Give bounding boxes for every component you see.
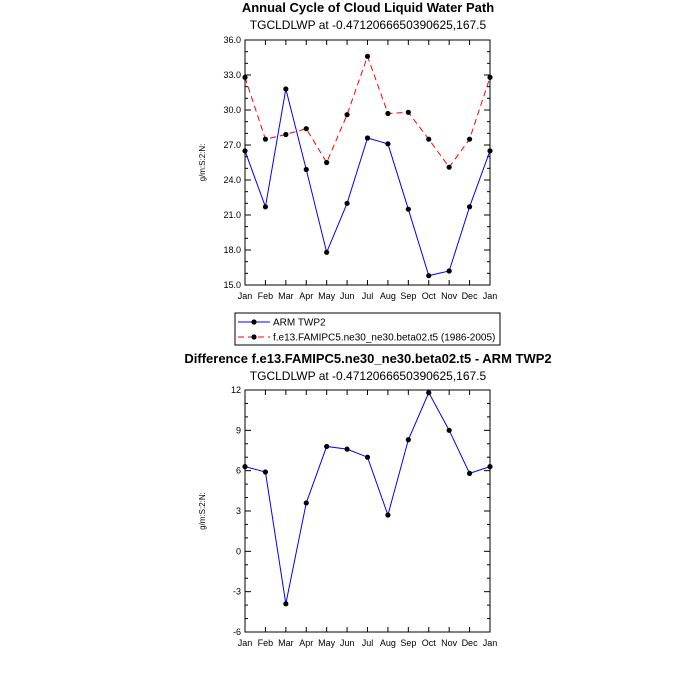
chart2-series-1-point [385, 512, 391, 518]
chart1-series-1-point [283, 86, 289, 92]
legend-swatch-marker [251, 319, 257, 325]
chart1-series-1-point [487, 148, 493, 154]
chart1-series-2-point [324, 159, 330, 166]
chart1-x-tick-label: Jun [340, 291, 355, 301]
chart1-x-tick-label: Jan [238, 291, 253, 301]
chart2-subtitle: TGCLDLWP at -0.4712066650390625,167.5 [249, 369, 487, 383]
chart1-x-tick-label: Feb [258, 291, 274, 301]
legend-entry-label: f.e13.FAMIPC5.ne30_ne30.beta02.t5 (1986-… [273, 333, 495, 344]
chart1-y-tick-label: 36.0 [223, 35, 241, 45]
chart1-series-2-point [466, 136, 473, 142]
legend-box [234, 312, 501, 346]
chart2-series-1-point [344, 446, 350, 452]
legend-swatch-marker [251, 334, 257, 340]
chart2-x-tick-label: Feb [258, 638, 274, 648]
chart1-plot-frame [244, 39, 491, 286]
chart1-y-tick-label: 18.0 [223, 245, 241, 255]
chart1-x-tick-label: Dec [462, 291, 479, 301]
chart1-y-tick-label: 15.0 [223, 280, 241, 290]
chart1-y-tick-label: 24.0 [223, 175, 241, 185]
chart1-title: Annual Cycle of Cloud Liquid Water Path [241, 0, 495, 15]
chart1-series-2-point [446, 164, 452, 170]
chart2-series-1-point [283, 601, 289, 607]
chart1-series-2-point [283, 131, 289, 138]
chart1-series-1-point [364, 135, 371, 141]
chart1-series-1-line [244, 88, 491, 277]
chart1-x-tick-label: Nov [441, 291, 458, 301]
chart2-series-1-point [262, 469, 269, 475]
chart1-series-1-point [344, 200, 350, 206]
chart1-y-tick-label: 30.0 [223, 105, 241, 115]
chart1-x-tick-label: Jul [362, 291, 374, 301]
chart2-y-tick-label: -3 [233, 587, 241, 597]
chart2-series-1-point [446, 427, 452, 433]
chart1-series-1-point [324, 249, 330, 255]
chart1-x-tick-label: Aug [380, 291, 396, 301]
chart2-x-tick-label: Jan [483, 638, 498, 648]
chart2-x-tick-label: Apr [299, 638, 313, 648]
chart1-subtitle: TGCLDLWP at -0.4712066650390625,167.5 [249, 18, 487, 32]
chart2-y-tick-label: 6 [236, 466, 241, 476]
chart1-series-2-point [364, 53, 371, 59]
chart1-y-tick-label: 21.0 [223, 210, 241, 220]
chart1-x-tick-label: Sep [400, 291, 416, 301]
chart2-y-tick-label: 9 [236, 425, 241, 435]
chart1-series-1-point [405, 206, 411, 212]
chart1-series-2-point [385, 110, 391, 117]
chart1-series-1-point [426, 273, 432, 279]
chart2-series-1-point [242, 464, 248, 470]
chart2-title: Difference f.e13.FAMIPC5.ne30_ne30.beta0… [184, 351, 552, 366]
chart2-series-1-point [466, 470, 473, 476]
chart2-series-1-point [364, 454, 371, 460]
chart1-x-tick-label: May [318, 291, 336, 301]
chart2-y-tick-label: 12 [231, 385, 241, 395]
chart2-x-tick-label: Mar [278, 638, 294, 648]
chart1-series-2-point [405, 109, 411, 115]
chart2-y-tick-label: 3 [236, 506, 241, 516]
chart1-x-tick-label: Mar [278, 291, 294, 301]
chart1-series-2-point [426, 136, 432, 142]
chart2-series-1-point [426, 390, 432, 396]
chart1-series-2-point [303, 126, 309, 132]
chart2-x-tick-label: Jan [238, 638, 253, 648]
chart1-series-2-point [344, 112, 350, 118]
chart1-y-axis-label: g/m:S:2:N: [198, 144, 207, 182]
chart1-series-2-point [242, 74, 248, 80]
chart2-x-tick-label: Sep [400, 638, 416, 648]
chart1-y-tick-label: 27.0 [223, 140, 241, 150]
chart1-x-tick-label: Apr [299, 291, 313, 301]
chart1-series-2-point [487, 74, 493, 80]
chart2-x-tick-label: Dec [462, 638, 479, 648]
chart1-series-1-point [242, 148, 248, 154]
chart1-series-1-point [262, 204, 269, 210]
chart2-series-1-point [303, 500, 309, 506]
chart2-y-tick-label: -6 [233, 627, 241, 637]
legend-entry-label: ARM TWP2 [273, 318, 326, 329]
chart1-series-1-point [446, 268, 452, 274]
chart1-series-1-point [303, 166, 309, 173]
chart1-series-1-point [385, 141, 391, 147]
chart2-x-tick-label: Nov [441, 638, 458, 648]
chart2-series-1-point [487, 464, 493, 470]
chart2-x-tick-label: Jul [362, 638, 374, 648]
chart2-x-tick-label: Oct [422, 638, 437, 648]
chart2-x-tick-label: Jun [340, 638, 355, 648]
chart2-plot-frame [244, 389, 491, 633]
chart2-series-1-point [324, 443, 330, 450]
chart2-y-axis-label: g/m:S:2:N: [198, 492, 207, 530]
chart1-y-tick-label: 33.0 [223, 70, 241, 80]
chart1-x-tick-label: Oct [422, 291, 437, 301]
chart1-series-1-point [466, 204, 473, 210]
chart1-x-tick-label: Jan [483, 291, 498, 301]
chart2-x-tick-label: May [318, 638, 336, 648]
chart2-y-tick-label: 0 [236, 546, 241, 556]
chart1-series-2-point [262, 136, 269, 142]
chart2-series-1-line [244, 391, 491, 604]
chart2-series-1-point [405, 437, 411, 443]
chart2-x-tick-label: Aug [380, 638, 396, 648]
